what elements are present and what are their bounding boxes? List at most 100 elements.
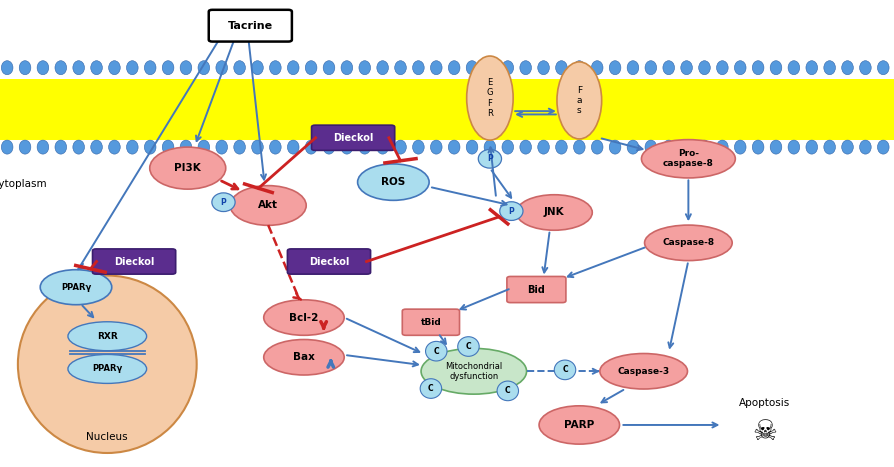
- Ellipse shape: [264, 340, 344, 375]
- Ellipse shape: [500, 202, 523, 220]
- Ellipse shape: [149, 147, 225, 189]
- Text: Akt: Akt: [258, 200, 278, 211]
- Text: C: C: [466, 342, 471, 351]
- Text: P: P: [221, 198, 226, 207]
- Text: Dieckol: Dieckol: [114, 256, 155, 267]
- Ellipse shape: [109, 61, 120, 75]
- Ellipse shape: [252, 61, 263, 75]
- FancyBboxPatch shape: [288, 249, 370, 274]
- Ellipse shape: [91, 140, 102, 154]
- Ellipse shape: [342, 61, 352, 75]
- Ellipse shape: [770, 140, 781, 154]
- Ellipse shape: [642, 140, 735, 178]
- Ellipse shape: [18, 276, 197, 453]
- Ellipse shape: [324, 140, 334, 154]
- Ellipse shape: [842, 61, 854, 75]
- Ellipse shape: [55, 61, 67, 75]
- Ellipse shape: [420, 379, 442, 398]
- Text: Caspase-3: Caspase-3: [618, 367, 670, 376]
- Text: Bid: Bid: [527, 284, 545, 295]
- Text: JNK: JNK: [544, 207, 565, 218]
- Ellipse shape: [735, 61, 746, 75]
- Text: Dieckol: Dieckol: [333, 133, 374, 143]
- Ellipse shape: [752, 140, 763, 154]
- Ellipse shape: [68, 322, 147, 351]
- Text: PPARγ: PPARγ: [92, 364, 122, 374]
- Ellipse shape: [163, 140, 173, 154]
- Ellipse shape: [717, 140, 729, 154]
- Ellipse shape: [252, 140, 263, 154]
- Ellipse shape: [358, 164, 429, 200]
- Ellipse shape: [699, 61, 710, 75]
- Ellipse shape: [645, 225, 732, 261]
- Ellipse shape: [20, 61, 30, 75]
- Ellipse shape: [127, 61, 139, 75]
- Ellipse shape: [592, 140, 603, 154]
- Text: Cytoplasm: Cytoplasm: [0, 179, 47, 190]
- Ellipse shape: [574, 140, 586, 154]
- Ellipse shape: [2, 140, 13, 154]
- Ellipse shape: [2, 61, 13, 75]
- Ellipse shape: [306, 140, 316, 154]
- Ellipse shape: [877, 140, 889, 154]
- Ellipse shape: [37, 140, 48, 154]
- Ellipse shape: [145, 61, 156, 75]
- Ellipse shape: [342, 140, 352, 154]
- Text: C: C: [505, 386, 510, 396]
- Ellipse shape: [859, 61, 871, 75]
- Ellipse shape: [520, 61, 531, 75]
- Ellipse shape: [735, 140, 746, 154]
- Text: C: C: [434, 347, 439, 356]
- Text: PPARγ: PPARγ: [61, 283, 91, 292]
- Text: Dieckol: Dieckol: [308, 256, 350, 267]
- Text: RXR: RXR: [97, 332, 118, 341]
- Ellipse shape: [72, 61, 84, 75]
- Text: Apoptosis: Apoptosis: [738, 397, 790, 408]
- Ellipse shape: [20, 140, 30, 154]
- Ellipse shape: [359, 61, 370, 75]
- Ellipse shape: [502, 140, 513, 154]
- Ellipse shape: [478, 149, 502, 168]
- Ellipse shape: [859, 140, 871, 154]
- Ellipse shape: [91, 61, 102, 75]
- Ellipse shape: [230, 185, 306, 225]
- Ellipse shape: [198, 61, 209, 75]
- Ellipse shape: [824, 140, 836, 154]
- Ellipse shape: [55, 140, 67, 154]
- Ellipse shape: [215, 61, 227, 75]
- Text: PARP: PARP: [564, 420, 595, 430]
- FancyBboxPatch shape: [507, 276, 566, 303]
- Ellipse shape: [359, 140, 370, 154]
- Ellipse shape: [662, 61, 675, 75]
- FancyBboxPatch shape: [209, 10, 291, 42]
- Ellipse shape: [806, 140, 818, 154]
- Ellipse shape: [198, 140, 209, 154]
- Ellipse shape: [376, 61, 388, 75]
- Ellipse shape: [554, 360, 576, 380]
- FancyBboxPatch shape: [92, 249, 175, 274]
- Ellipse shape: [628, 61, 639, 75]
- Ellipse shape: [458, 337, 479, 356]
- Ellipse shape: [264, 300, 344, 335]
- Text: ☠: ☠: [752, 418, 777, 446]
- Ellipse shape: [395, 61, 406, 75]
- Ellipse shape: [145, 140, 156, 154]
- Ellipse shape: [413, 61, 424, 75]
- Text: P: P: [487, 154, 493, 163]
- Ellipse shape: [681, 140, 693, 154]
- Ellipse shape: [537, 61, 549, 75]
- Ellipse shape: [37, 61, 48, 75]
- Ellipse shape: [448, 61, 460, 75]
- Ellipse shape: [806, 61, 818, 75]
- Ellipse shape: [537, 140, 549, 154]
- Ellipse shape: [234, 140, 245, 154]
- Ellipse shape: [752, 61, 763, 75]
- Ellipse shape: [592, 61, 603, 75]
- Text: ROS: ROS: [381, 177, 406, 187]
- Text: C: C: [562, 365, 568, 375]
- Ellipse shape: [877, 61, 889, 75]
- Ellipse shape: [520, 140, 531, 154]
- Ellipse shape: [431, 140, 442, 154]
- Ellipse shape: [421, 348, 527, 394]
- Text: E
G
F
R: E G F R: [486, 78, 493, 118]
